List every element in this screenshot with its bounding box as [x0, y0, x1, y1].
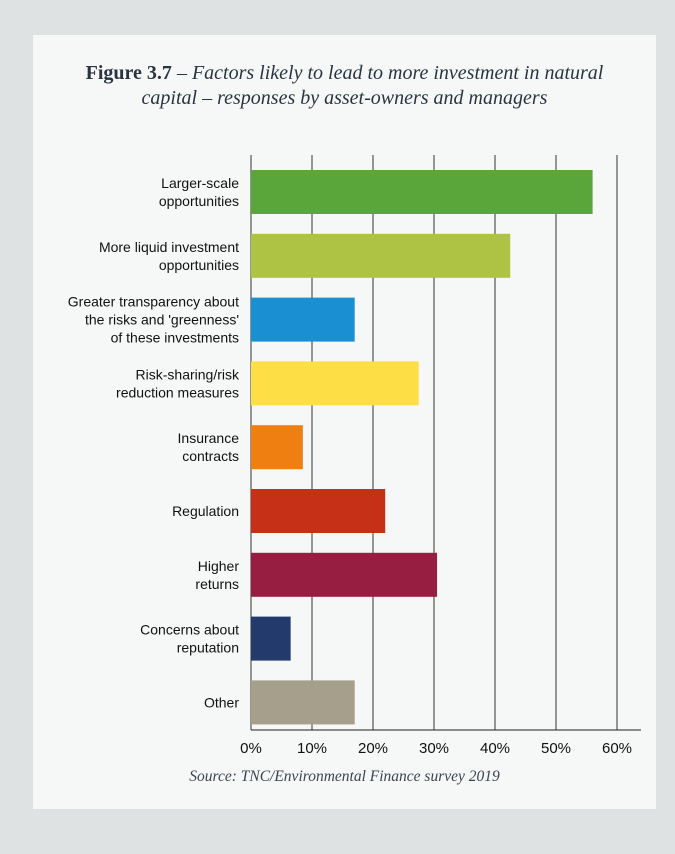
bar	[251, 616, 291, 661]
bar	[251, 425, 303, 470]
bar	[251, 552, 438, 597]
bar	[251, 361, 419, 406]
figure-panel: Figure 3.7 – Factors likely to lead to m…	[33, 35, 656, 809]
bars	[251, 170, 593, 725]
figure-subtitle-line1: Factors likely to lead to more investmen…	[191, 62, 604, 84]
x-tick-label: 50%	[541, 740, 571, 757]
x-tick-label: 30%	[419, 740, 449, 757]
x-tick-label: 0%	[240, 740, 262, 757]
bar	[251, 297, 355, 342]
category-label: Larger-scale opportunities	[159, 175, 239, 209]
category-labels: Larger-scale opportunities More liquid inv…	[68, 175, 240, 710]
bar-chart: Larger-scale opportunities More liquid inv…	[68, 155, 641, 757]
bar	[251, 170, 593, 214]
figure-subtitle-line2: capital – responses by asset-owners and …	[141, 87, 548, 109]
figure-separator: –	[171, 62, 192, 84]
category-label: Higher returns	[195, 558, 239, 592]
x-axis-tick-labels: 0% 10% 20% 30% 40% 50% 60%	[240, 740, 632, 757]
figure-label: Figure 3.7	[85, 62, 172, 84]
category-label: Other	[204, 694, 239, 710]
category-label: Insurance contracts	[178, 430, 240, 464]
category-label: Greater transparency about the risks and …	[68, 294, 239, 346]
category-label: Risk-sharing/risk reduction measures	[116, 366, 240, 400]
category-label: Regulation	[172, 503, 239, 519]
x-tick-label: 20%	[358, 740, 388, 757]
bar	[251, 680, 355, 725]
category-label: Concerns about reputation	[140, 622, 239, 656]
category-label: More liquid investment opportunities	[99, 239, 239, 273]
figure-source: Source: TNC/Environmental Finance survey…	[189, 768, 500, 785]
x-tick-label: 40%	[480, 740, 510, 757]
x-tick-label: 10%	[297, 740, 327, 757]
bar	[251, 233, 511, 278]
bar	[251, 489, 386, 533]
x-tick-label: 60%	[602, 740, 632, 757]
figure-title: Figure 3.7 – Factors likely to lead to m…	[33, 61, 656, 111]
